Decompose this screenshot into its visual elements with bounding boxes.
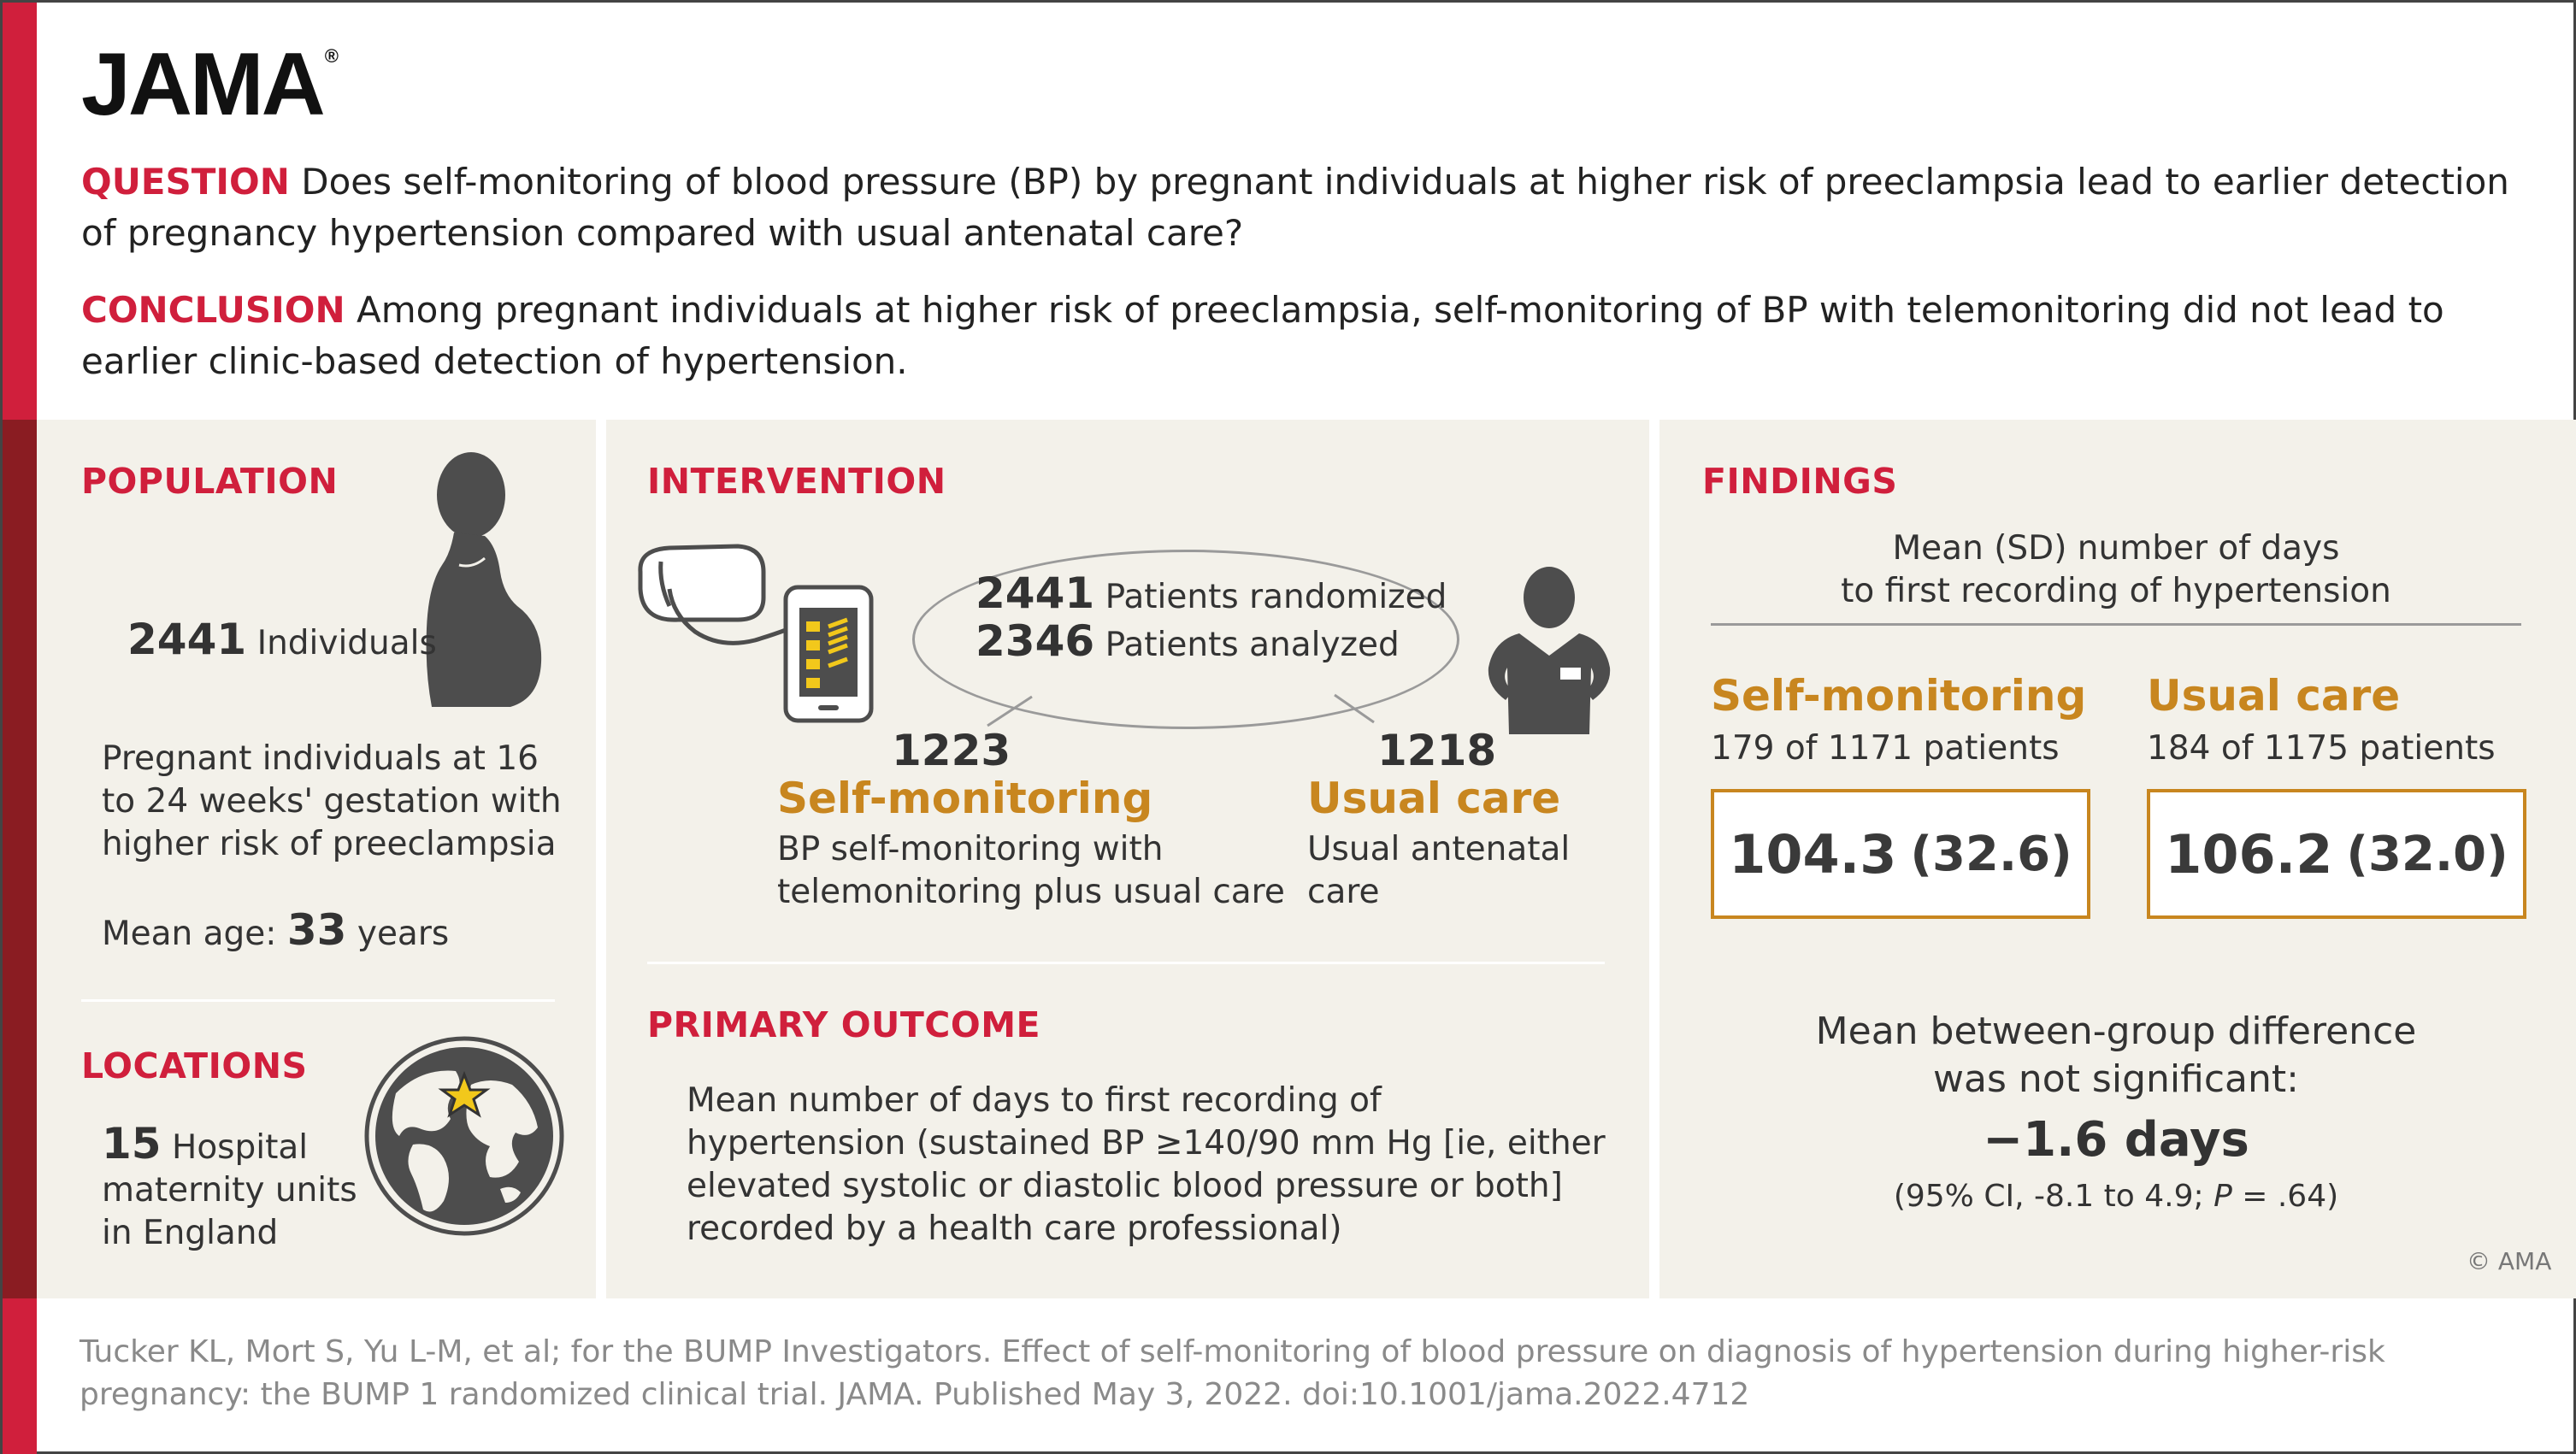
difference-line-2: was not significant: bbox=[1933, 1057, 2299, 1101]
population-description: Pregnant individuals at 16 to 24 weeks' … bbox=[102, 739, 562, 863]
conclusion: CONCLUSION Among pregnant individuals at… bbox=[81, 285, 2509, 387]
self-monitoring-result: 104.3 (32.6) bbox=[1711, 789, 2090, 919]
randomized-line: 2441 Patients randomized bbox=[976, 568, 1447, 618]
randomization-ellipse bbox=[912, 550, 1459, 729]
findings-rule bbox=[1711, 623, 2521, 626]
pregnant-person-icon bbox=[426, 452, 542, 707]
usual-care-result: 106.2 (32.0) bbox=[2147, 789, 2526, 919]
globe-star-icon bbox=[364, 1036, 564, 1236]
intervention-divider bbox=[647, 962, 1605, 964]
analyzed-line: 2346 Patients analyzed bbox=[976, 616, 1400, 666]
locations-title: LOCATIONS bbox=[81, 1045, 308, 1086]
usual-care-count: 1218 bbox=[1377, 726, 1497, 775]
self-monitoring-count: 1223 bbox=[892, 726, 1011, 775]
ellipse-connectors bbox=[987, 693, 1375, 727]
usual-care-label: Usual care bbox=[1307, 774, 1561, 823]
findings-subtitle-2: to first recording of hypertension bbox=[1841, 572, 2391, 610]
question-text: Does self-monitoring of blood pressure (… bbox=[81, 161, 2509, 254]
population-count: 2441 Individuals bbox=[127, 615, 437, 664]
findings-self-patients: 179 of 1171 patients bbox=[1711, 729, 2060, 768]
accent-bar-bottom bbox=[3, 1298, 37, 1454]
primary-outcome-text: Mean number of days to first recording o… bbox=[687, 1081, 1606, 1248]
star-icon bbox=[438, 1070, 491, 1118]
usual-care-description: Usual antenatal care bbox=[1307, 830, 1571, 911]
question: QUESTION Does self-monitoring of blood p… bbox=[81, 156, 2509, 259]
findings-subtitle-1: Mean (SD) number of days bbox=[1892, 529, 2340, 568]
findings-usual-patients: 184 of 1175 patients bbox=[2147, 729, 2496, 768]
confidence-interval: (95% CI, -8.1 to 4.9; P = .64) bbox=[1893, 1179, 2339, 1214]
conclusion-text: Among pregnant individuals at higher ris… bbox=[81, 289, 2444, 382]
findings-self-label: Self-monitoring bbox=[1711, 671, 2087, 721]
self-monitoring-label: Self-monitoring bbox=[777, 774, 1153, 823]
bp-monitor-icon bbox=[638, 544, 874, 723]
population-title: POPULATION bbox=[81, 461, 339, 502]
findings-usual-label: Usual care bbox=[2147, 671, 2401, 721]
accent-bar-middle bbox=[3, 420, 37, 1298]
intervention-title: INTERVENTION bbox=[647, 461, 946, 502]
clinician-icon bbox=[1488, 567, 1611, 734]
difference-line-1: Mean between-group difference bbox=[1815, 1010, 2417, 1053]
primary-outcome-title: PRIMARY OUTCOME bbox=[647, 1004, 1041, 1045]
conclusion-label: CONCLUSION bbox=[81, 289, 345, 331]
population-divider bbox=[81, 999, 555, 1002]
citation: Tucker KL, Mort S, Yu L-M, et al; for th… bbox=[80, 1334, 2385, 1412]
difference-value: −1.6 days bbox=[1983, 1112, 2249, 1168]
copyright: © AMA bbox=[2467, 1247, 2552, 1275]
findings-title: FINDINGS bbox=[1702, 461, 1898, 502]
jama-logo: JAMA® bbox=[81, 35, 339, 134]
locations-text: 15 Hospital maternity units in England bbox=[102, 1119, 357, 1252]
self-monitoring-description: BP self-monitoring with telemonitoring p… bbox=[777, 830, 1285, 911]
mean-age: Mean age: 33 years bbox=[102, 905, 450, 955]
question-label: QUESTION bbox=[81, 161, 290, 203]
accent-bar-top bbox=[3, 3, 37, 420]
